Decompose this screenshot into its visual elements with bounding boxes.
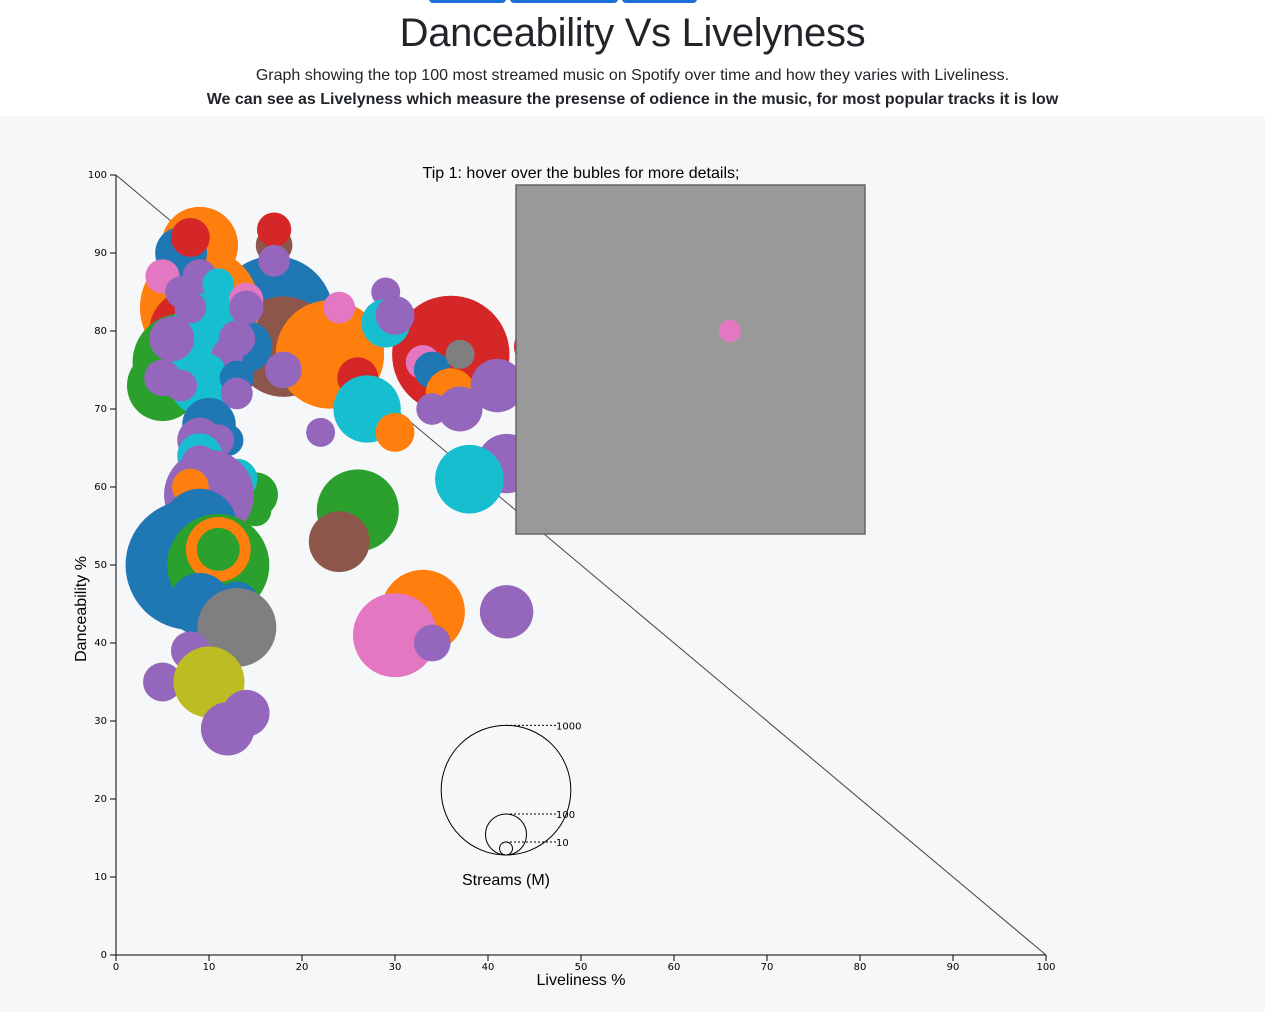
page-title: Danceability Vs Livelyness (399, 11, 866, 55)
x-tick-label: 80 (854, 962, 867, 973)
y-tick-label: 40 (94, 638, 107, 649)
bubble[interactable] (323, 291, 356, 324)
y-tick-label: 30 (94, 716, 107, 727)
x-tick-label: 40 (482, 962, 495, 973)
axes: 0 10 20 30 40 50 60 70 80 90 100010203040506070809… (88, 170, 1056, 973)
page-subtitle: Graph showing the top 100 most streamed … (255, 67, 1010, 84)
y-axis-label: Danceability % (73, 556, 90, 662)
bubble[interactable] (197, 587, 277, 667)
y-tick-label: 70 (94, 404, 107, 415)
bubble[interactable] (375, 412, 415, 452)
bubble[interactable] (229, 290, 264, 325)
size-legend-circle (499, 841, 513, 856)
bubble[interactable] (196, 527, 240, 571)
x-tick-label: 50 (575, 962, 588, 973)
bubble[interactable] (375, 295, 415, 335)
tooltip-box (515, 184, 866, 535)
y-tick-label: 100 (88, 170, 107, 181)
y-tick-label: 20 (94, 794, 107, 805)
x-tick-label: 100 (1036, 962, 1055, 973)
bubble[interactable] (256, 212, 292, 247)
bubble[interactable] (174, 291, 207, 324)
tooltip-panel (515, 184, 866, 535)
bubble-chart: 0 10 20 30 40 50 60 70 80 90 100010203040506070809… (73, 165, 1056, 989)
bubble[interactable] (170, 217, 210, 257)
page-note: We can see as Livelyness which measure t… (206, 91, 1059, 108)
size-legend-label: 1000 (556, 721, 581, 732)
x-tick-label: 0 (113, 962, 119, 973)
x-axis-label: Liveliness % (537, 972, 626, 989)
nav-button-1[interactable] (429, 0, 506, 3)
x-tick-label: 30 (389, 962, 402, 973)
bubble[interactable] (306, 417, 336, 447)
x-tick-label: 10 (203, 962, 216, 973)
bubble[interactable] (221, 377, 253, 410)
bubble[interactable] (193, 354, 225, 386)
size-legend-circle (485, 813, 527, 856)
size-legend-circle (440, 724, 572, 856)
y-tick-label: 80 (94, 326, 107, 337)
tooltip-bubble (718, 320, 741, 342)
bubble[interactable] (413, 624, 451, 662)
nav-button-2[interactable] (510, 0, 618, 3)
y-tick-label: 0 (101, 950, 107, 961)
y-tick-label: 60 (94, 482, 107, 493)
page-header: Danceability Vs Livelyness Graph showing… (0, 0, 1265, 116)
bubble[interactable] (173, 646, 245, 718)
bubble[interactable] (165, 369, 197, 402)
size-legend-title: Streams (M) (462, 872, 550, 889)
top-nav-buttons (0, 0, 1265, 4)
x-tick-label: 60 (668, 962, 681, 973)
bubble[interactable] (149, 316, 195, 362)
x-tick-label: 70 (761, 962, 774, 973)
bubble[interactable] (470, 358, 525, 413)
bubble[interactable] (435, 444, 504, 514)
bubble[interactable] (437, 386, 483, 432)
bubble[interactable] (143, 662, 182, 702)
bubble[interactable] (258, 244, 290, 277)
bubble[interactable] (352, 593, 438, 678)
bubble[interactable] (265, 351, 302, 389)
x-tick-label: 90 (947, 962, 960, 973)
tip-text: Tip 1: hover over the bubles for more de… (423, 165, 740, 182)
bubble[interactable] (200, 702, 255, 756)
y-tick-label: 90 (94, 248, 107, 259)
bubble[interactable] (202, 268, 235, 301)
bubble[interactable] (479, 585, 534, 639)
y-tick-label: 50 (94, 560, 107, 571)
size-legend-label: 10 (556, 838, 569, 849)
bubbles (125, 206, 559, 756)
y-tick-label: 10 (94, 872, 107, 883)
bubble[interactable] (445, 339, 475, 369)
nav-button-3[interactable] (622, 0, 697, 3)
x-tick-label: 20 (296, 962, 309, 973)
bubble[interactable] (308, 511, 370, 573)
chart-area: 0 10 20 30 40 50 60 70 80 90 100 0 10 20 30 40 50 60 70 80 9… (0, 116, 1265, 1012)
